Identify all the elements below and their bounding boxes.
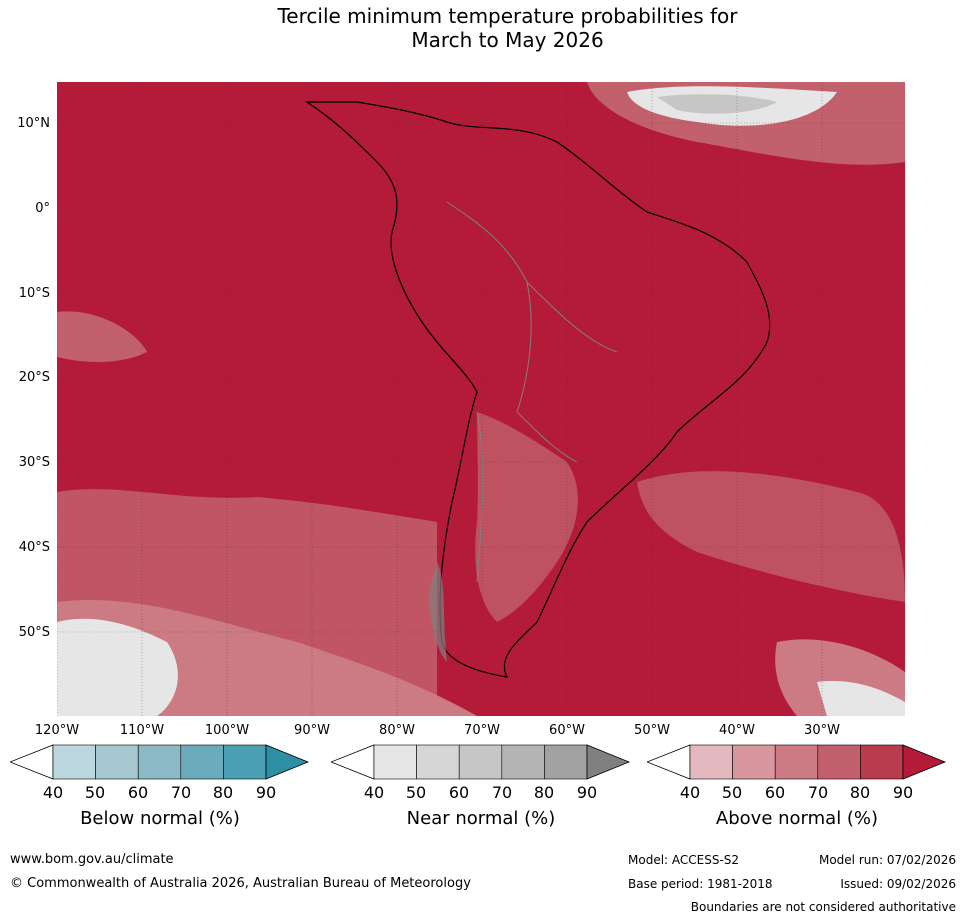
near-tick-60: 60 xyxy=(448,783,470,802)
colorbar-below-title: Below normal (%) xyxy=(80,808,240,829)
below-cell-6 xyxy=(265,744,310,780)
above-tick-60: 60 xyxy=(764,783,786,802)
above-tick-40: 40 xyxy=(679,783,701,802)
region-near-normal-se xyxy=(817,681,905,716)
above-tick-80: 80 xyxy=(849,783,871,802)
lon-label-120w: 120°W xyxy=(34,723,80,738)
below-tick-60: 60 xyxy=(127,783,149,802)
above-cell-5 xyxy=(860,744,904,780)
region-pacific-west xyxy=(57,311,147,362)
map-svg xyxy=(57,82,905,716)
lat-label-10s: 10°S xyxy=(18,286,50,301)
footer-issued: Issued: 09/02/2026 xyxy=(840,877,956,891)
near-cell-6 xyxy=(586,744,631,780)
below-tick-40: 40 xyxy=(42,783,64,802)
below-cell-4 xyxy=(180,744,224,780)
near-cell-3 xyxy=(458,744,503,780)
lat-label-40s: 40°S xyxy=(18,540,50,555)
near-tick-40: 40 xyxy=(363,783,385,802)
below-cell-2 xyxy=(95,744,139,780)
colorbar-below-normal xyxy=(8,744,310,784)
colorbar-near-normal xyxy=(329,744,631,784)
below-tick-80: 80 xyxy=(212,783,234,802)
near-cell-5 xyxy=(544,744,588,780)
below-cell-1 xyxy=(52,744,96,780)
above-cell-6 xyxy=(902,744,947,780)
above-tick-90: 90 xyxy=(892,783,914,802)
above-tick-70: 70 xyxy=(807,783,829,802)
above-cell-0 xyxy=(645,744,691,780)
below-cell-5 xyxy=(223,744,267,780)
near-tick-50: 50 xyxy=(405,783,427,802)
title-line-2: March to May 2026 xyxy=(411,28,604,52)
above-cell-2 xyxy=(732,744,776,780)
lon-label-100w: 100°W xyxy=(204,723,250,738)
footer-base-period: Base period: 1981-2018 xyxy=(628,877,773,891)
below-tick-90: 90 xyxy=(255,783,277,802)
above-cell-3 xyxy=(774,744,819,780)
near-tick-80: 80 xyxy=(533,783,555,802)
lon-label-50w: 50°W xyxy=(634,723,670,738)
near-tick-90: 90 xyxy=(576,783,598,802)
near-tick-70: 70 xyxy=(491,783,513,802)
below-tick-70: 70 xyxy=(170,783,192,802)
south-america-land xyxy=(305,101,771,678)
map-title: Tercile minimum temperature probabilitie… xyxy=(0,4,965,52)
probability-map xyxy=(57,82,905,716)
lon-label-90w: 90°W xyxy=(294,723,330,738)
region-near-normal-north-core xyxy=(657,94,777,114)
near-cell-2 xyxy=(416,744,460,780)
graticule xyxy=(57,82,905,716)
footer-disclaimer: Boundaries are not considered authoritat… xyxy=(690,900,956,914)
footer-copyright: © Commonwealth of Australia 2026, Austra… xyxy=(10,876,471,891)
lon-label-40w: 40°W xyxy=(719,723,755,738)
below-tick-50: 50 xyxy=(84,783,106,802)
lat-label-30s: 30°S xyxy=(18,455,50,470)
lat-label-20s: 20°S xyxy=(18,370,50,385)
colorbar-above-title: Above normal (%) xyxy=(715,808,879,829)
country-borders xyxy=(446,201,618,583)
near-cell-4 xyxy=(501,744,545,780)
region-south-atlantic xyxy=(637,471,905,602)
region-near-normal-patagonia xyxy=(429,562,447,662)
footer-model: Model: ACCESS-S2 xyxy=(628,853,740,867)
colorbar-above-svg xyxy=(645,744,947,780)
title-line-1: Tercile minimum temperature probabilitie… xyxy=(277,4,738,28)
near-cell-0 xyxy=(329,744,375,780)
below-cell-0 xyxy=(8,744,54,780)
above-cell-1 xyxy=(689,744,733,780)
colorbar-above-normal xyxy=(645,744,947,784)
above-cell-4 xyxy=(817,744,861,780)
lat-label-0: 0° xyxy=(35,201,50,216)
colorbar-below-svg xyxy=(8,744,310,780)
lat-label-10n: 10°N xyxy=(17,116,50,131)
above-tick-50: 50 xyxy=(721,783,743,802)
lon-label-80w: 80°W xyxy=(379,723,415,738)
lat-label-50s: 50°S xyxy=(18,625,50,640)
footer-model-run: Model run: 07/02/2026 xyxy=(818,853,956,867)
lon-label-110w: 110°W xyxy=(119,723,165,738)
footer-website: www.bom.gov.au/climate xyxy=(10,852,174,867)
lon-label-30w: 30°W xyxy=(804,723,840,738)
near-cell-1 xyxy=(373,744,417,780)
colorbar-near-title: Near normal (%) xyxy=(406,808,556,829)
below-cell-3 xyxy=(137,744,182,780)
region-argentina xyxy=(475,412,578,622)
lon-label-70w: 70°W xyxy=(464,723,500,738)
colorbar-near-svg xyxy=(329,744,631,780)
lon-label-60w: 60°W xyxy=(549,723,585,738)
region-near-normal-sw xyxy=(57,618,178,716)
